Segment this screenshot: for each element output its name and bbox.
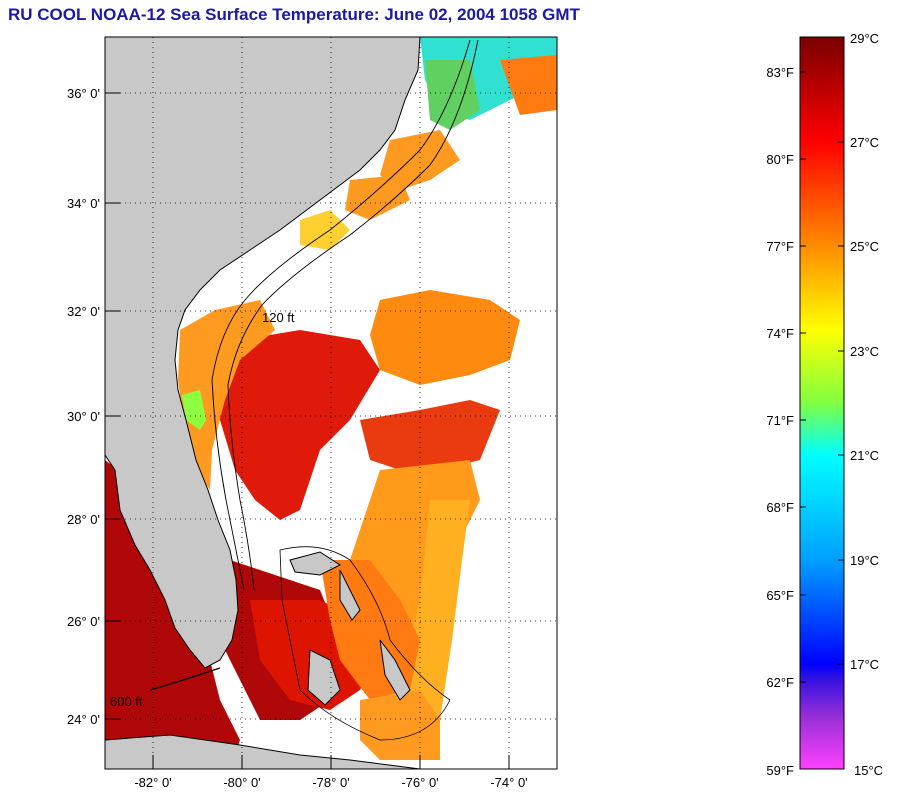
- lon-label: -78° 0': [312, 775, 349, 790]
- sst-outer-banks-green: [425, 60, 480, 130]
- sst-gulf-stream-east: [360, 400, 500, 470]
- isobath-label: 120 ft: [262, 310, 295, 325]
- fahrenheit-label: 62°F: [766, 675, 794, 690]
- celsius-label: 21°C: [850, 448, 879, 463]
- celsius-label: 27°C: [850, 135, 879, 150]
- celsius-ticks: [838, 141, 844, 665]
- sst-offshore-ne-orange: [500, 55, 557, 115]
- lat-label: 26° 0': [67, 614, 100, 629]
- celsius-label: 17°C: [850, 657, 879, 672]
- lon-grid: [152, 37, 510, 769]
- lat-label: 36° 0': [67, 86, 100, 101]
- lat-label: 32° 0': [67, 304, 100, 319]
- lon-label: -80° 0': [223, 775, 260, 790]
- sst-carolina-patch: [345, 175, 410, 220]
- fahrenheit-label: 83°F: [766, 65, 794, 80]
- map-title: RU COOL NOAA-12 Sea Surface Temperature:…: [8, 5, 580, 24]
- isobath-120ft: [211, 39, 471, 591]
- sst-carolina-shelf-yellow: [300, 210, 350, 250]
- lon-label: -76° 0': [401, 775, 438, 790]
- lat-label: 28° 0': [67, 512, 100, 527]
- colorbar-gradient: [799, 36, 845, 770]
- sst-gulf-stream-core: [212, 330, 380, 520]
- land-bahamas-eleuthera: [379, 639, 411, 701]
- land-bahamas-andros: [307, 649, 341, 706]
- fahrenheit-label: 65°F: [766, 588, 794, 603]
- land-bahamas-grand: [289, 551, 342, 576]
- sst-coastal-strip-green: [182, 390, 206, 430]
- lat-label: 24° 0': [67, 712, 100, 727]
- sst-coastal-orange: [178, 300, 275, 490]
- isobath-bahamas: [279, 546, 451, 741]
- lon-ticks: [152, 755, 510, 769]
- isobath-label-deep: 600 ft: [110, 694, 143, 709]
- land-florida-keys: [149, 667, 221, 691]
- fahrenheit-label: 77°F: [766, 239, 794, 254]
- sst-offshore-orange: [370, 290, 520, 385]
- fahrenheit-label: 80°F: [766, 152, 794, 167]
- lon-label: -74° 0': [490, 775, 527, 790]
- land-cuba: [105, 734, 421, 769]
- celsius-label: 19°C: [850, 553, 879, 568]
- celsius-label: 23°C: [850, 344, 879, 359]
- land-bahamas-abaco: [339, 569, 361, 621]
- land-mainland: [105, 37, 421, 669]
- fahrenheit-label: 59°F: [766, 763, 794, 778]
- fahrenheit-label: 74°F: [766, 326, 794, 341]
- celsius-label: 29°C: [850, 31, 879, 46]
- fahrenheit-ticks: [800, 71, 806, 683]
- celsius-label: 15°C: [854, 763, 883, 778]
- lon-label: -82° 0': [134, 775, 171, 790]
- isobath-600ft: [227, 39, 479, 591]
- lat-label: 30° 0': [67, 409, 100, 424]
- lat-label: 34° 0': [67, 196, 100, 211]
- lat-ticks: [105, 92, 120, 720]
- celsius-label: 25°C: [850, 239, 879, 254]
- fahrenheit-label: 68°F: [766, 500, 794, 515]
- fahrenheit-label: 71°F: [766, 413, 794, 428]
